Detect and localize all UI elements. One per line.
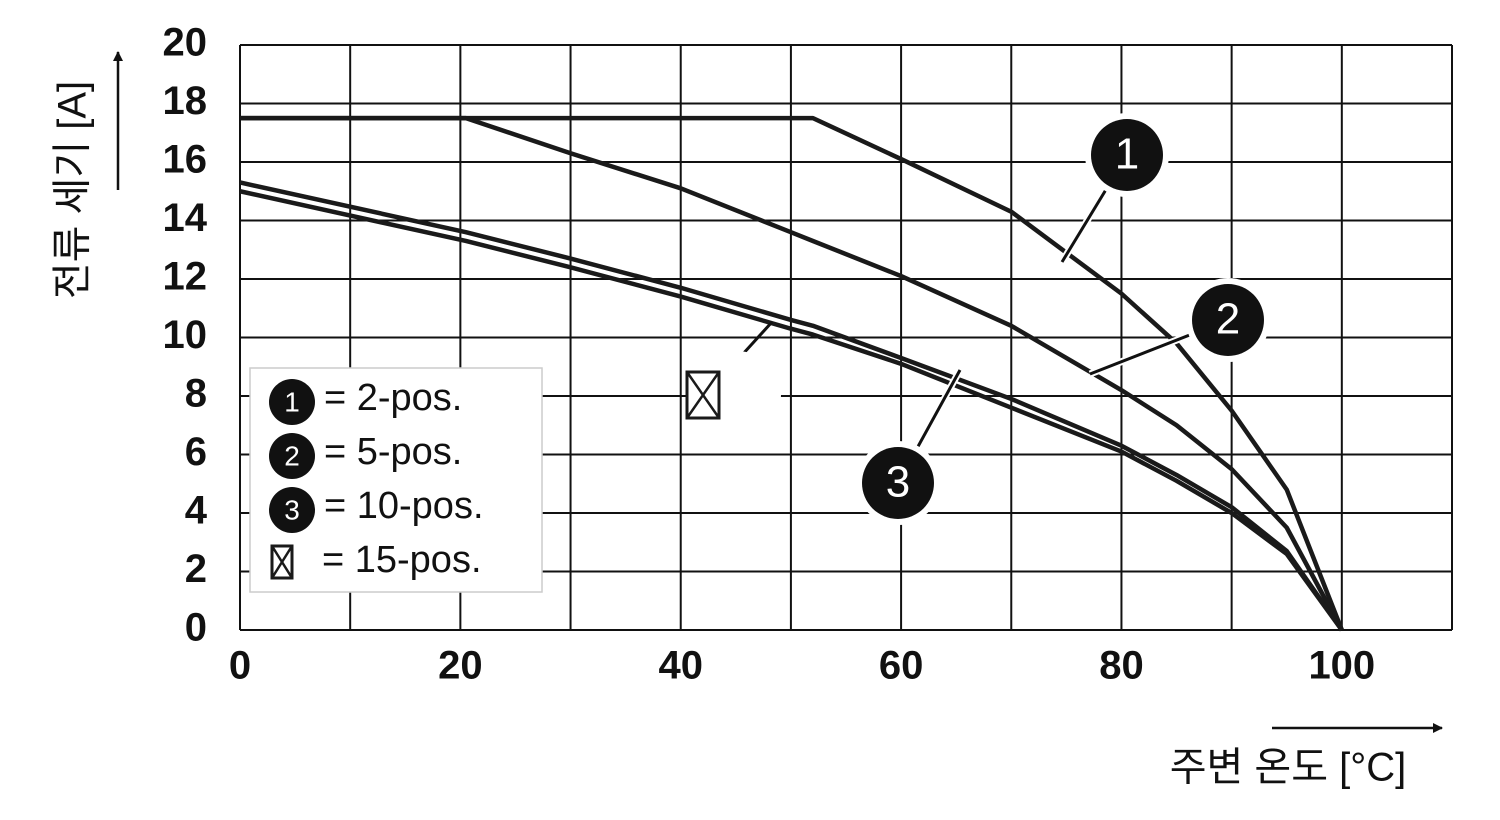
legend-marker: [269, 379, 315, 425]
callout-circle: [862, 447, 934, 519]
legend-label: = 15-pos.: [322, 539, 482, 581]
y-tick-label: 14: [163, 196, 208, 240]
crossed-box-x: [270, 545, 294, 579]
legend-marker: [269, 487, 315, 533]
y-axis-label: 전류 세기 [A]: [51, 81, 95, 299]
series-line: [240, 115, 1344, 632]
legend-label: = 2-pos.: [324, 377, 462, 419]
y-tick-label: 20: [163, 21, 208, 65]
x-tick-label: 40: [658, 644, 703, 688]
legend-marker-label: 1: [284, 386, 300, 417]
crossed-box-x: [685, 371, 721, 419]
x-tick-label: 100: [1308, 644, 1375, 688]
callout-circle: [1192, 284, 1264, 356]
y-tick-label: 16: [163, 138, 208, 182]
x-tick-label: 0: [229, 644, 251, 688]
legend-marker-label: 3: [284, 494, 300, 525]
legend: 1 = 2-pos. 2 = 5-pos. 3 = 10-pos. = 15-pos.: [249, 367, 543, 593]
x-tick-label: 20: [438, 644, 483, 688]
x-axis-label: 주변 온도 [°C]: [1170, 746, 1407, 790]
callout-label: 2: [1216, 295, 1240, 344]
y-tick-label: 4: [185, 489, 208, 533]
y-tick-label: 12: [163, 255, 208, 299]
leader-line: [740, 320, 774, 357]
series-line: [239, 180, 1344, 632]
callout-label: 3: [886, 458, 910, 507]
y-tick-label: 0: [185, 606, 207, 650]
x-tick-label: 60: [879, 644, 924, 688]
legend-label: = 5-pos.: [324, 431, 462, 473]
callout-label: 1: [1115, 130, 1139, 179]
series-line: [239, 189, 1344, 632]
x-tick-label: 80: [1099, 644, 1144, 688]
legend-label: = 10-pos.: [324, 485, 484, 527]
legend-marker: [269, 433, 315, 479]
lines: [239, 115, 1344, 632]
y-tick-label: 8: [185, 372, 207, 416]
annotations: 1 2 3: [685, 113, 1270, 525]
y-tick-label: 10: [163, 313, 208, 357]
y-tick-label: 18: [163, 79, 208, 123]
legend-marker-label: 2: [284, 440, 300, 471]
callout-circle: [1091, 119, 1163, 191]
y-tick-label: 6: [185, 430, 207, 474]
y-tick-label: 2: [185, 547, 207, 591]
series-line: [240, 115, 1344, 631]
